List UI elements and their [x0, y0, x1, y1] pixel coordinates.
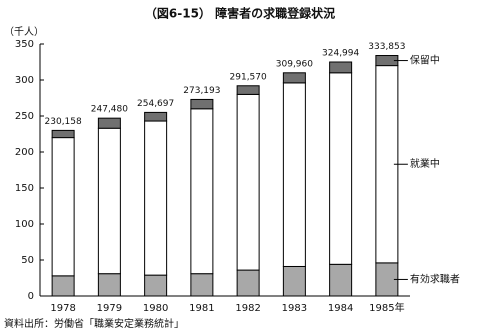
y-tick-label: 100 [15, 219, 34, 230]
bar-segment [144, 111, 168, 122]
source-note: 資料出所：労働省「職業安定業務統計」 [4, 317, 184, 330]
bar-segment [51, 137, 75, 277]
bar-segment [236, 85, 260, 95]
x-tick-label: 1982 [235, 303, 260, 314]
bar-segment [190, 108, 214, 275]
total-label: 333,853 [368, 42, 405, 52]
bar-segment [329, 61, 353, 74]
total-label: 291,570 [230, 73, 267, 83]
y-tick-label: 300 [15, 75, 34, 86]
bar-segment [144, 274, 168, 297]
bar-segment [282, 265, 306, 297]
bar-segment [97, 273, 121, 297]
total-label: 247,480 [91, 104, 128, 114]
bar-segment [190, 98, 214, 110]
y-tick-label: 250 [15, 111, 34, 122]
legend-label: 就業中 [410, 157, 440, 170]
bar-segment [97, 127, 121, 275]
bar-segment [236, 269, 260, 297]
legend-label: 保留中 [410, 54, 440, 67]
x-tick-label: 1981 [189, 303, 214, 314]
y-tick-label: 200 [15, 147, 34, 158]
x-tick-label: 1978 [50, 303, 75, 314]
y-tick-label: 0 [28, 291, 34, 302]
bar-segment [236, 93, 260, 271]
bar-segment [97, 117, 121, 129]
total-label: 273,193 [183, 86, 220, 96]
y-axis-label: （千人） [4, 26, 44, 38]
y-tick-label: 150 [15, 183, 34, 194]
bar-segment [329, 263, 353, 297]
legend-label: 有効求職者 [410, 272, 460, 285]
bar-segment [51, 275, 75, 297]
bar-segment [282, 82, 306, 267]
bar-segment [144, 120, 168, 276]
y-tick-label: 50 [21, 255, 34, 266]
x-tick-label: 1985年 [369, 301, 404, 314]
total-label: 324,994 [322, 49, 359, 59]
total-label: 309,960 [276, 59, 313, 69]
bar-segment [190, 273, 214, 297]
total-label: 254,697 [137, 99, 174, 109]
total-label: 230,158 [45, 117, 82, 127]
x-tick-label: 1980 [143, 303, 168, 314]
x-tick-label: 1983 [282, 303, 307, 314]
x-tick-label: 1984 [328, 303, 353, 314]
bar-segment [51, 129, 75, 139]
x-tick-label: 1979 [97, 303, 122, 314]
bar-segment [329, 72, 353, 265]
bar-segment [282, 72, 306, 84]
chart-title: （図6-15） 障害者の求職登録状況 [145, 6, 335, 21]
y-tick-label: 350 [15, 39, 34, 50]
